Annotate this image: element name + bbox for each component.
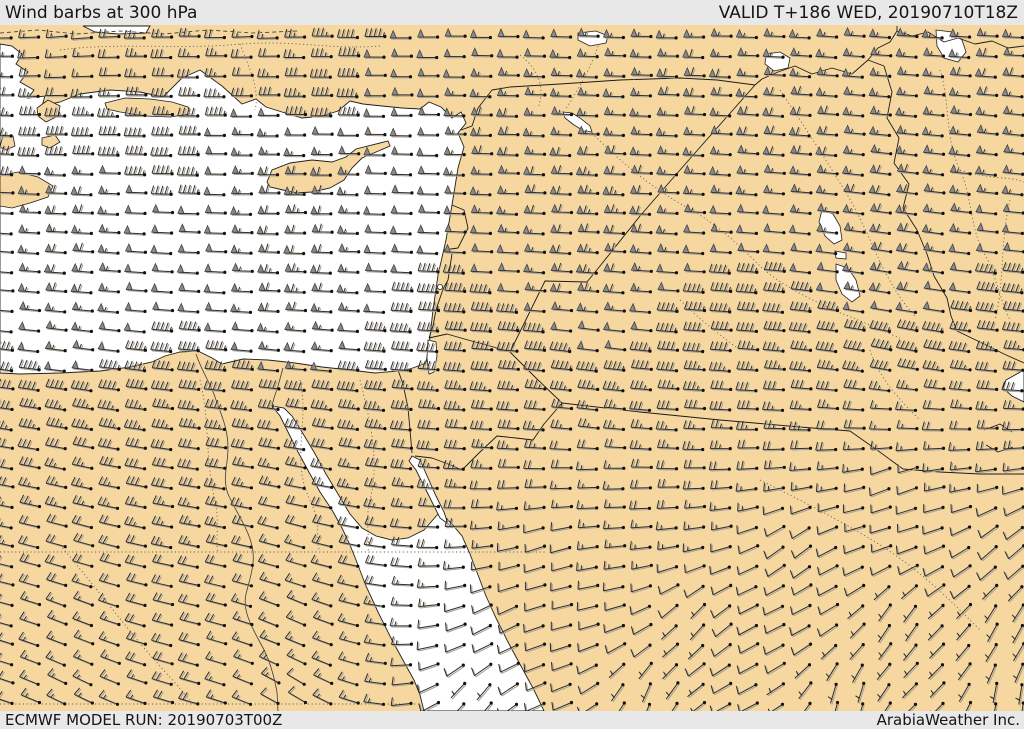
turkey-iraq-border [754, 59, 885, 86]
wind-barbs-layer [0, 26, 1024, 711]
barb-pennants [17, 26, 1011, 371]
map-canvas [0, 25, 1024, 711]
footer-bar: ECMWF MODEL RUN: 20190703T00Z ArabiaWeat… [0, 711, 1024, 729]
secondary-boundaries [0, 29, 1024, 705]
map-area [0, 25, 1024, 711]
barb-staffs [0, 27, 1024, 711]
egypt-israel-border [397, 369, 413, 454]
suez-canal [271, 367, 284, 407]
iran-iraq-border [883, 65, 1024, 364]
black-sea-coast-dashes [0, 29, 299, 35]
saudi-iraq-border [561, 402, 1024, 475]
lake-assad [562, 111, 593, 133]
jordan-iraq-border [509, 280, 588, 353]
header-bar: Wind barbs at 300 hPa VALID T+186 WED, 2… [0, 0, 1024, 25]
model-run-label: ECMWF MODEL RUN: 20190703T00Z [5, 711, 283, 729]
chart-title: Wind barbs at 300 hPa [5, 2, 198, 23]
iran-admin-dotted [939, 69, 1024, 321]
brand-label: ArabiaWeather Inc. [876, 711, 1020, 729]
egypt-admin-dotted [59, 379, 375, 701]
sea-of-galilee [436, 283, 443, 290]
lake-razzaza [834, 250, 861, 303]
jordan-syria-border [428, 333, 511, 353]
tigris-river-dotted [779, 89, 916, 317]
valid-time-label: VALID T+186 WED, 20190710T18Z [718, 2, 1018, 23]
lakes [426, 29, 967, 375]
barb-shadows [0, 28, 1024, 711]
euphrates-river-dotted [564, 45, 901, 339]
turkey-syria-border [460, 77, 756, 131]
